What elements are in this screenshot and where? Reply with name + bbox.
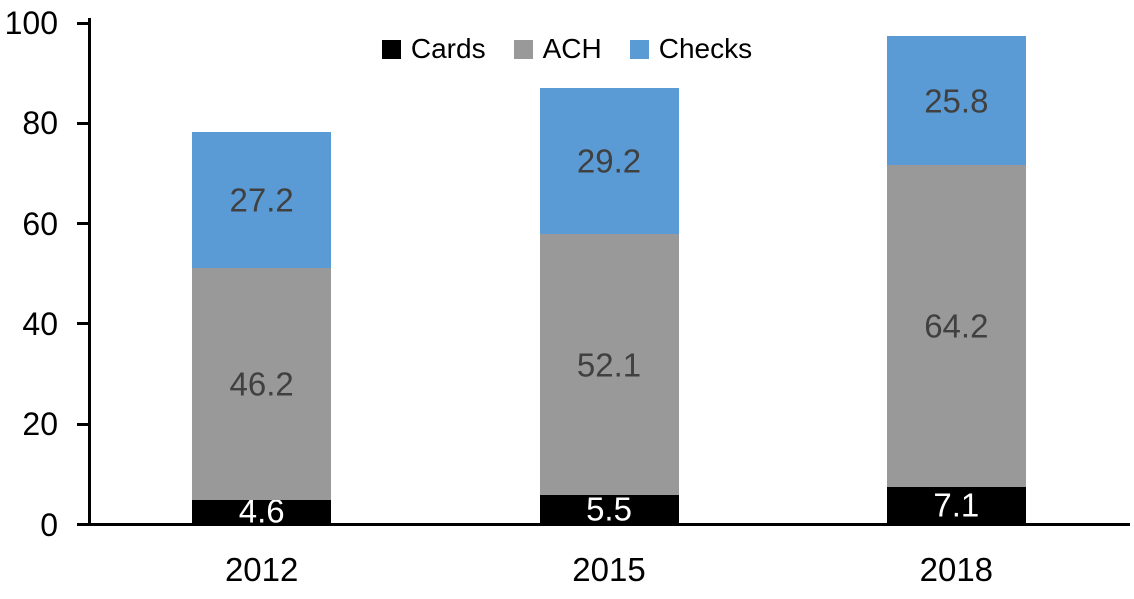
y-axis-tick [77,121,88,125]
bar-segment-cards: 5.5 [539,490,679,528]
y-axis-tick-label: 20 [22,406,58,443]
x-axis-category-label: 2012 [224,551,299,588]
bar-segment-checks: 29.2 [539,87,679,235]
data-label-ach: 46.2 [229,365,294,403]
legend-label-ach: ACH [542,33,602,64]
data-label-cards: 4.6 [238,492,285,530]
data-label-checks: 29.2 [576,142,642,180]
bar-segment-checks: 25.8 [886,36,1026,166]
bar-segment-cards: 4.6 [192,495,332,528]
bar-segment-ach: 46.2 [192,268,332,500]
bar-segment-ach: 52.1 [539,234,679,496]
y-axis-tick-label: 100 [4,5,58,41]
legend-item-cards: Cards [381,33,486,64]
legend-label-cards: Cards [410,33,486,64]
y-axis-tick-label: 80 [22,105,58,142]
data-label-checks: 25.8 [924,82,989,120]
chart-legend: Cards ACH Checks [0,30,1134,68]
legend-swatch-checks [629,39,649,59]
legend-item-checks: Checks [629,33,753,64]
y-axis-tick-label: 0 [40,506,58,543]
legend-label-checks: Checks [658,33,753,64]
bar-segment-checks: 27.2 [192,131,332,269]
x-axis-line [88,523,1130,526]
data-label-checks: 27.2 [229,181,294,219]
bar-segment-ach: 64.2 [886,165,1026,488]
x-axis-category-label: 2018 [919,551,994,588]
y-axis-tick [77,523,88,526]
y-axis-tick [77,322,88,326]
legend-item-ach: ACH [513,33,602,64]
data-label-ach: 52.1 [576,346,642,384]
data-label-cards: 5.5 [586,490,632,528]
bar-segment-cards: 7.1 [886,486,1026,524]
x-axis-category-label: 2015 [572,551,646,588]
y-axis-tick-label: 60 [22,205,58,242]
data-label-ach: 64.2 [924,307,989,345]
y-axis-tick [77,222,88,226]
y-axis-tick [77,422,88,426]
legend-swatch-ach [513,39,533,59]
y-axis-tick-label: 40 [22,305,58,342]
data-label-cards: 7.1 [933,486,980,524]
y-axis-line [88,18,91,526]
y-axis-tick [77,21,88,25]
legend-swatch-cards [381,39,401,59]
